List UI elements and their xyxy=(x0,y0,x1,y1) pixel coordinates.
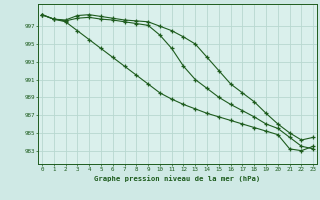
X-axis label: Graphe pression niveau de la mer (hPa): Graphe pression niveau de la mer (hPa) xyxy=(94,175,261,182)
